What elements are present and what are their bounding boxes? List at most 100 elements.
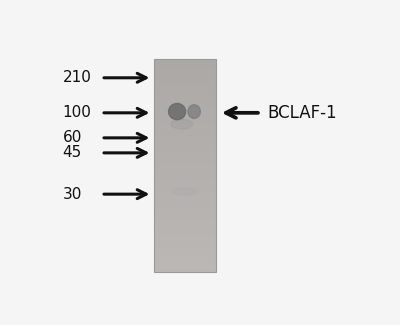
Bar — [154, 180, 216, 181]
Bar — [154, 75, 216, 76]
Bar — [154, 207, 216, 208]
Text: 30: 30 — [62, 187, 82, 202]
Bar — [154, 268, 216, 269]
Bar — [154, 262, 216, 263]
Bar — [154, 246, 216, 247]
Bar — [154, 249, 216, 250]
Bar — [154, 181, 216, 182]
Bar — [154, 121, 216, 122]
Bar — [154, 127, 216, 128]
Bar — [154, 64, 216, 65]
Bar — [154, 190, 216, 191]
Bar — [154, 117, 216, 118]
Ellipse shape — [171, 119, 193, 129]
Bar — [154, 70, 216, 71]
Bar — [154, 255, 216, 256]
Bar — [154, 149, 216, 150]
Bar — [154, 119, 216, 120]
Bar — [154, 61, 216, 62]
Bar — [154, 203, 216, 204]
Bar — [154, 182, 216, 183]
Bar — [154, 162, 216, 163]
Bar — [154, 220, 216, 221]
Bar — [154, 259, 216, 260]
Bar — [154, 81, 216, 82]
Ellipse shape — [168, 103, 186, 120]
Bar — [154, 64, 216, 65]
Bar — [154, 118, 216, 119]
Bar — [154, 137, 216, 138]
Bar — [154, 178, 216, 179]
Bar — [154, 158, 216, 159]
Bar — [154, 82, 216, 83]
Bar — [154, 213, 216, 214]
Bar — [154, 164, 216, 165]
Bar — [154, 145, 216, 146]
Bar — [154, 252, 216, 253]
Bar — [154, 115, 216, 116]
Bar — [154, 74, 216, 75]
Bar — [154, 199, 216, 200]
Bar — [154, 155, 216, 156]
Bar — [154, 137, 216, 138]
Bar — [154, 248, 216, 249]
Bar — [154, 201, 216, 202]
Bar — [154, 227, 216, 228]
Bar — [154, 239, 216, 240]
Bar — [154, 198, 216, 199]
Bar — [154, 262, 216, 263]
Text: 210: 210 — [62, 70, 91, 85]
Bar — [154, 115, 216, 116]
Bar — [154, 204, 216, 205]
Bar — [154, 227, 216, 228]
Bar — [154, 201, 216, 202]
Bar — [154, 133, 216, 134]
Bar — [154, 106, 216, 107]
Bar — [154, 111, 216, 112]
Bar — [154, 157, 216, 158]
Bar — [154, 71, 216, 72]
Bar — [154, 266, 216, 267]
Bar — [154, 225, 216, 226]
Bar — [154, 121, 216, 122]
Bar — [154, 261, 216, 262]
Bar — [154, 269, 216, 270]
Bar — [154, 242, 216, 243]
Bar — [154, 126, 216, 127]
Text: 100: 100 — [62, 105, 91, 120]
Bar — [154, 104, 216, 105]
Bar — [154, 82, 216, 83]
Bar — [154, 153, 216, 154]
Bar — [154, 260, 216, 261]
Bar — [154, 166, 216, 167]
Bar — [154, 135, 216, 136]
Bar — [154, 205, 216, 206]
Bar — [154, 77, 216, 78]
Bar — [154, 271, 216, 272]
Bar — [154, 238, 216, 239]
Bar — [154, 113, 216, 114]
Bar — [154, 89, 216, 90]
Bar — [154, 68, 216, 69]
Bar — [154, 211, 216, 212]
Bar — [154, 76, 216, 77]
Bar — [154, 174, 216, 175]
Bar — [154, 80, 216, 81]
Bar — [154, 238, 216, 239]
Bar — [154, 74, 216, 75]
Bar — [154, 213, 216, 214]
Bar — [154, 107, 216, 108]
Bar — [154, 96, 216, 97]
Bar — [154, 152, 216, 153]
Bar — [154, 63, 216, 64]
Bar — [154, 169, 216, 170]
Bar — [154, 129, 216, 130]
Bar — [154, 212, 216, 213]
Bar — [154, 106, 216, 107]
Bar — [154, 250, 216, 251]
Bar — [154, 196, 216, 197]
Bar — [154, 208, 216, 209]
Bar — [154, 259, 216, 260]
Bar — [154, 243, 216, 244]
Bar — [154, 232, 216, 233]
